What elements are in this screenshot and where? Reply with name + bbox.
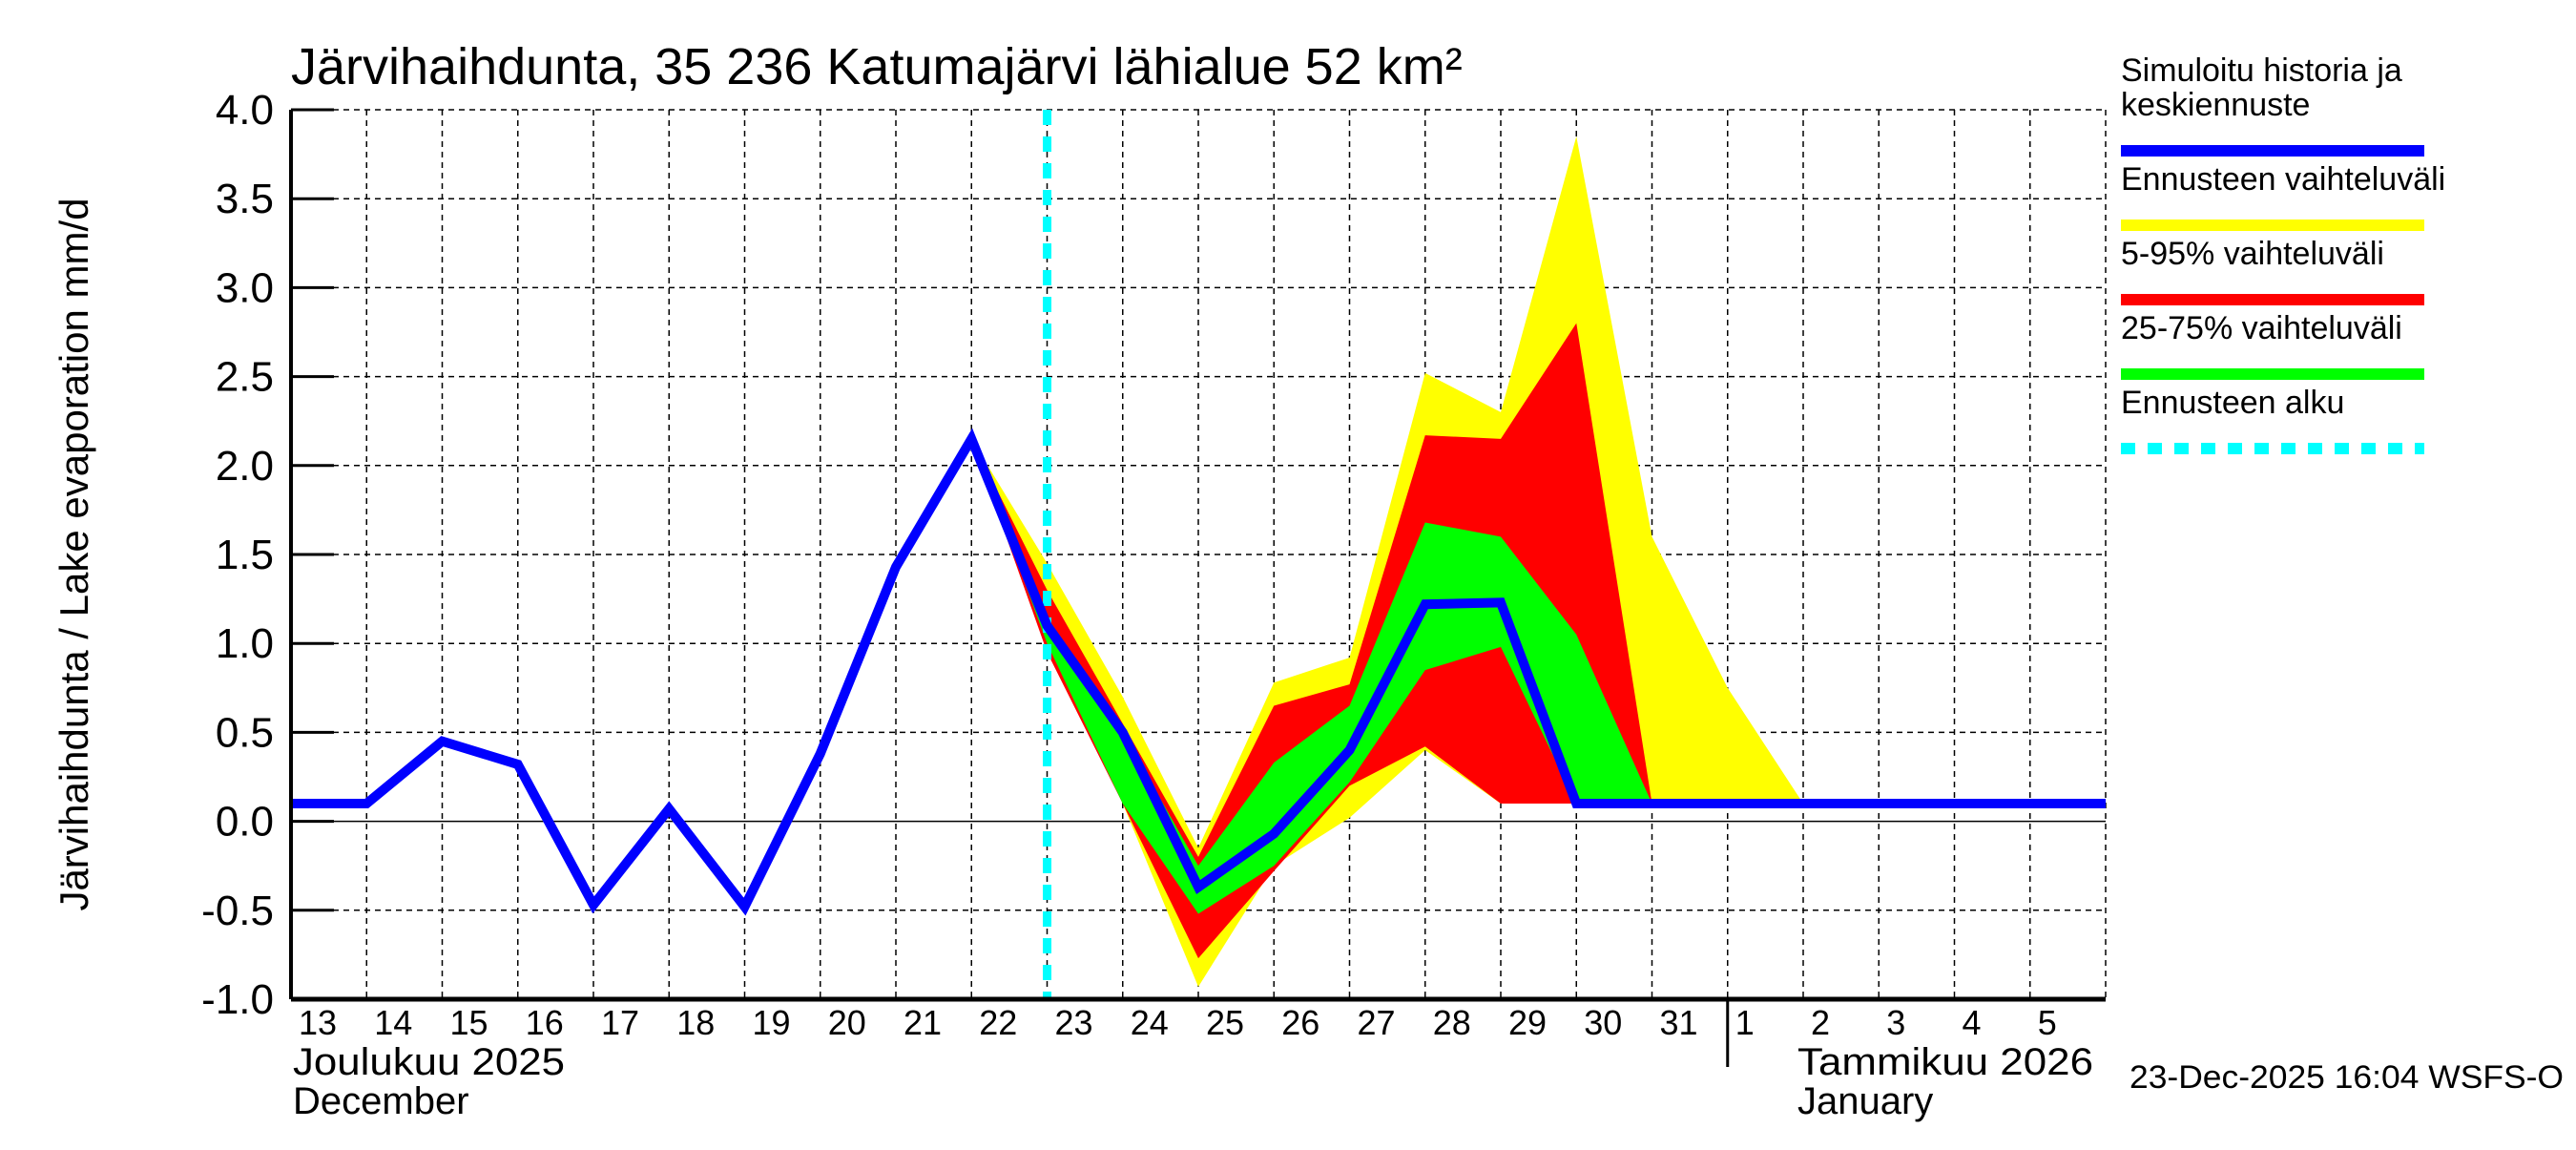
y-tick-label: 4.0	[216, 87, 274, 134]
y-tick-label: 2.5	[216, 354, 274, 401]
x-tick-label: 26	[1281, 1003, 1319, 1042]
month-label-en: December	[293, 1080, 469, 1122]
x-tick-label: 4	[1963, 1003, 1982, 1042]
x-tick-label: 22	[979, 1003, 1017, 1042]
y-tick-label: 1.0	[216, 620, 274, 667]
x-tick-label: 25	[1206, 1003, 1244, 1042]
legend-label: Ennusteen vaihteluväli	[2121, 161, 2445, 198]
axes: -1.0-0.50.00.51.01.52.02.53.03.54.013 14 1…	[201, 87, 2106, 1122]
y-tick-label: -0.5	[201, 888, 274, 934]
legend-label: keskiennuste	[2121, 87, 2310, 123]
month-label-fi: Tammikuu 2026	[1797, 1041, 2093, 1083]
x-tick-label: 21	[904, 1003, 942, 1042]
month-label-fi: Joulukuu 2025	[293, 1041, 565, 1083]
legend-label: Ennusteen alku	[2121, 385, 2344, 421]
x-tick-label: 27	[1358, 1003, 1396, 1042]
footer-timestamp: 23-Dec-2025 16:04 WSFS-O	[2129, 1059, 2564, 1096]
y-tick-label: 3.5	[216, 176, 274, 222]
x-tick-label: 18	[676, 1003, 715, 1042]
x-tick-label: 19	[753, 1003, 791, 1042]
y-tick-label: 1.5	[216, 532, 274, 578]
x-tick-label: 30	[1584, 1003, 1622, 1042]
legend-label: 5-95% vaihteluväli	[2121, 236, 2384, 272]
x-tick-label: 28	[1433, 1003, 1471, 1042]
x-tick-label: 24	[1131, 1003, 1169, 1042]
x-tick-label: 2	[1811, 1003, 1830, 1042]
x-tick-label: 5	[2038, 1003, 2057, 1042]
legend-label: Simuloitu historia ja	[2121, 52, 2402, 89]
x-tick-label: 29	[1508, 1003, 1547, 1042]
x-tick-label: 1	[1735, 1003, 1755, 1042]
chart-title: Järvihaihdunta, 35 236 Katumajärvi lähia…	[291, 38, 1463, 95]
series-line	[291, 428, 2106, 916]
x-tick-label: 13	[299, 1003, 337, 1042]
x-tick-label: 16	[526, 1003, 564, 1042]
x-tick-label: 3	[1886, 1003, 1905, 1042]
legend-label: 25-75% vaihteluväli	[2121, 310, 2402, 346]
y-tick-label: 3.0	[216, 264, 274, 311]
x-tick-label: 15	[450, 1003, 488, 1042]
month-label-en: January	[1797, 1080, 1933, 1122]
x-tick-label: 23	[1055, 1003, 1093, 1042]
lines	[291, 110, 2106, 999]
y-tick-label: 2.0	[216, 443, 274, 490]
y-tick-label: -1.0	[201, 976, 274, 1023]
bands	[971, 136, 1803, 987]
x-tick-label: 31	[1660, 1003, 1698, 1042]
x-tick-label: 17	[601, 1003, 639, 1042]
x-tick-label: 20	[828, 1003, 866, 1042]
y-axis-label: Järvihaihdunta / Lake evaporation mm/d	[52, 198, 96, 910]
band-25-75-vaihteluv-li	[971, 438, 1652, 914]
y-tick-label: 0.0	[216, 799, 274, 846]
x-tick-label: 14	[374, 1003, 412, 1042]
y-tick-label: 0.5	[216, 709, 274, 756]
